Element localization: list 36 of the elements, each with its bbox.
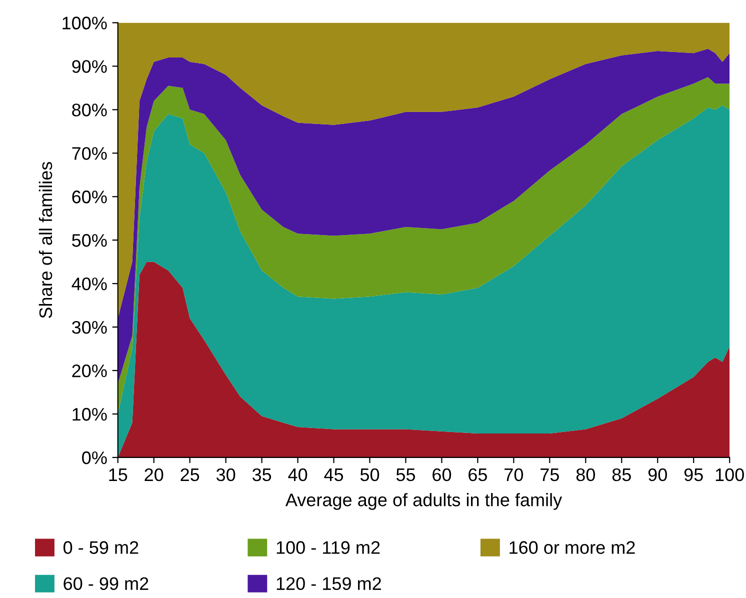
y-tick-label: 0% <box>82 451 107 464</box>
x-tick-label: 75 <box>540 468 559 482</box>
x-tick-label: 25 <box>180 468 200 482</box>
x-tick-label: 100 <box>716 468 744 482</box>
x-tick-label: 45 <box>324 468 344 482</box>
x-axis-title: Average age of adults in the family <box>285 493 562 510</box>
y-tick-label: 30% <box>72 320 107 334</box>
x-tick-label: 30 <box>216 468 236 482</box>
x-tick-label: 40 <box>288 468 308 482</box>
legend-label: 120 - 159 m2 <box>276 577 381 590</box>
y-tick-label: 80% <box>72 104 107 116</box>
x-tick-label: 95 <box>684 468 703 482</box>
legend-label: 0 - 59 m2 <box>63 541 138 554</box>
x-tick-label: 15 <box>109 468 128 482</box>
x-tick-label: 50 <box>360 468 380 482</box>
y-tick-label: 60% <box>72 190 107 204</box>
x-tick-label: 35 <box>252 468 272 482</box>
x-tick-label: 20 <box>144 468 164 482</box>
y-tick-label: 90% <box>72 60 107 73</box>
y-tick-label: 40% <box>72 278 107 290</box>
y-tick-label: 20% <box>72 364 107 378</box>
y-axis-title: Share of all families <box>38 162 52 318</box>
x-tick-label: 55 <box>396 468 416 482</box>
x-tick-label: 85 <box>612 468 631 482</box>
y-tick-label: 10% <box>72 408 107 421</box>
x-tick-label: 60 <box>432 468 452 482</box>
x-tick-label: 80 <box>576 468 595 482</box>
x-tick-label: 90 <box>648 468 667 482</box>
x-tick-label: 65 <box>468 468 487 482</box>
legend-label: 60 - 99 m2 <box>64 577 148 590</box>
legend-label: 160 or more m2 <box>510 541 635 554</box>
y-tick-label: 70% <box>72 147 107 160</box>
x-tick-label: 70 <box>504 468 524 482</box>
legend-label: 100 - 119 m2 <box>276 541 380 554</box>
y-tick-label: 50% <box>72 234 107 247</box>
y-tick-label: 100% <box>62 16 107 30</box>
